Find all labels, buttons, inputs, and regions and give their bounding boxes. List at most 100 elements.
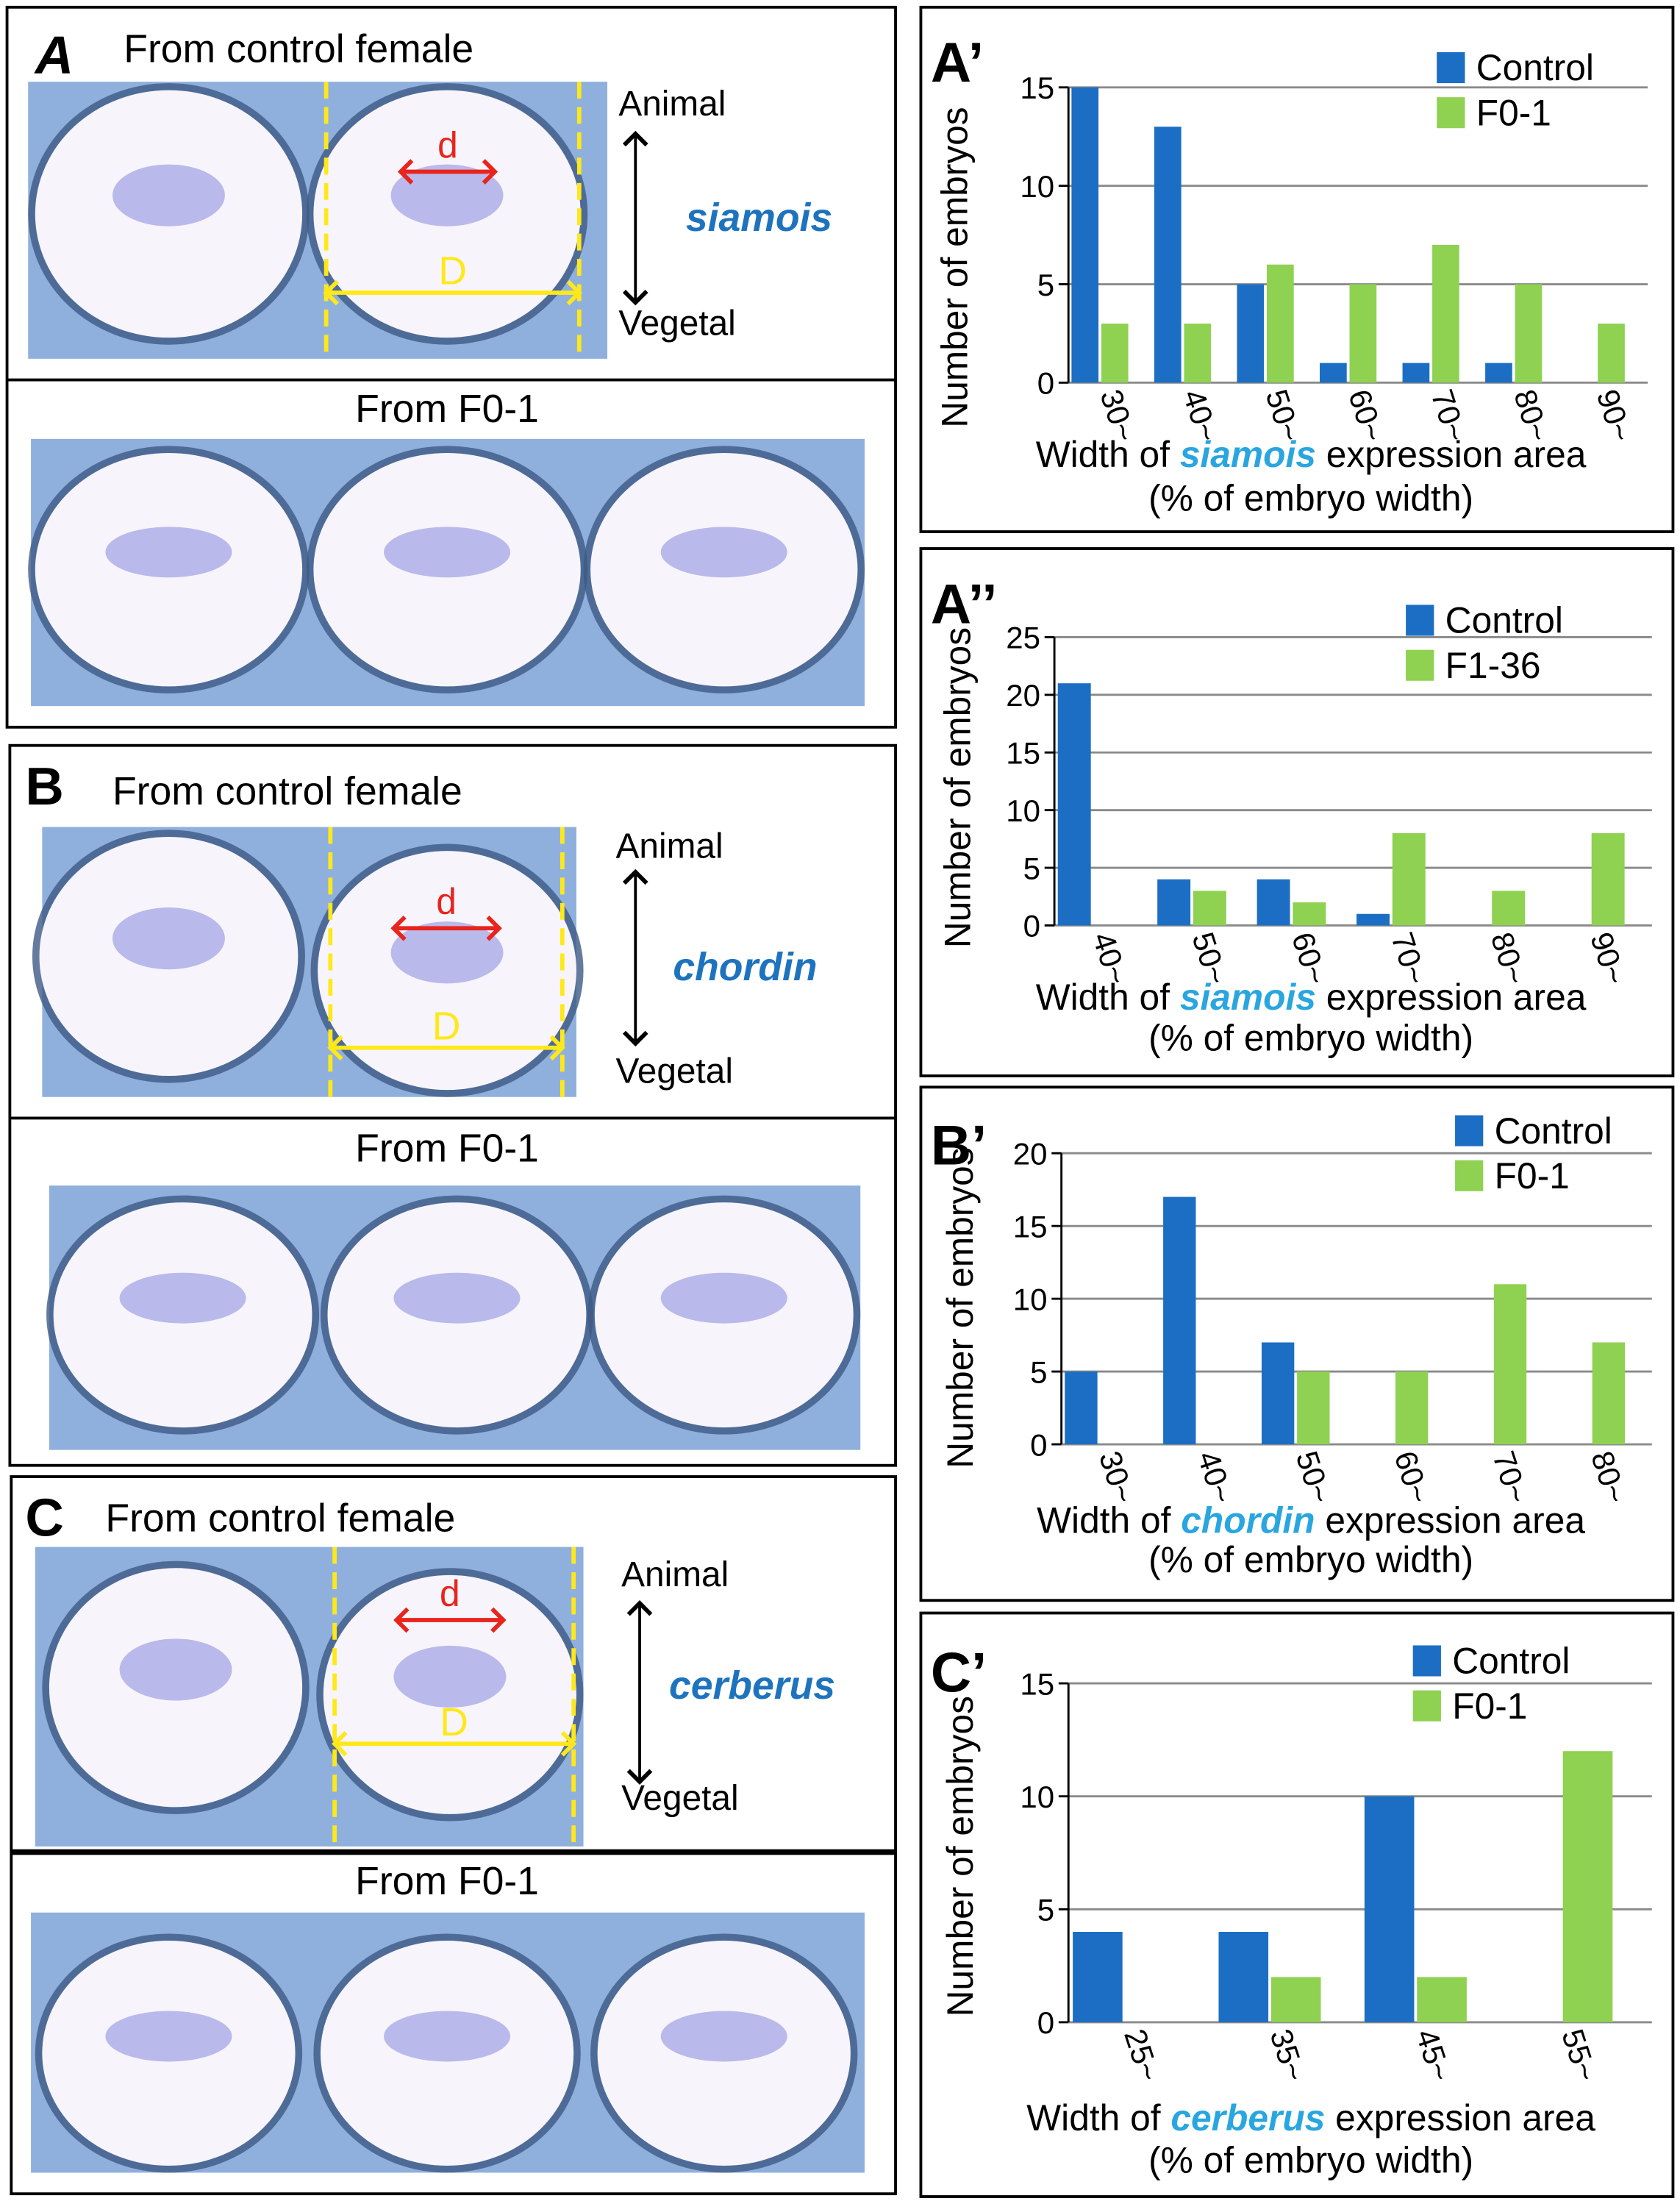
arrow-head xyxy=(486,915,502,941)
x-axis-title-part: siamois xyxy=(1180,434,1316,475)
legend-label: F1-36 xyxy=(1445,645,1541,686)
x-axis-title-part: expression area xyxy=(1316,977,1587,1018)
x-axis-title-part: siamois xyxy=(1180,977,1316,1018)
vegetal-label: Vegetal xyxy=(616,1052,733,1091)
arrow-head xyxy=(393,1607,410,1633)
bar xyxy=(1349,284,1377,383)
x-tick-label: 50~ xyxy=(1290,1447,1339,1508)
gene-label: siamois xyxy=(686,196,832,240)
y-tick-label: 5 xyxy=(1037,268,1054,302)
y-tick-label: 10 xyxy=(1013,1282,1048,1316)
chart-frame xyxy=(919,1085,1675,1602)
x-axis-title-part: Width of xyxy=(1036,977,1180,1018)
vegetal-label: Vegetal xyxy=(621,1779,738,1818)
y-axis-title: Number of embryos xyxy=(940,1147,981,1468)
stain xyxy=(390,164,504,226)
embryo xyxy=(53,1202,312,1428)
legend-label: Control xyxy=(1495,1110,1612,1152)
legend-label: Control xyxy=(1445,600,1563,641)
chart-label: C’ xyxy=(931,1642,987,1705)
y-tick-label: 0 xyxy=(1030,1427,1047,1462)
y-tick-label: 5 xyxy=(1023,851,1040,885)
x-tick-label: 40~ xyxy=(1191,1447,1240,1508)
y-axis-title: Number of embryos xyxy=(937,627,978,948)
arrow-head xyxy=(622,130,648,147)
x-tick-label: 90~ xyxy=(1590,385,1640,446)
bar xyxy=(1364,1796,1415,2022)
bar xyxy=(1562,1751,1613,2022)
bar xyxy=(1598,324,1625,383)
chart-label: B’ xyxy=(931,1115,987,1177)
stain xyxy=(660,1272,787,1324)
stain xyxy=(105,527,232,578)
arrow-head xyxy=(390,915,407,941)
embryo xyxy=(35,90,303,338)
bar xyxy=(1266,264,1294,383)
x-tick-label: 30~ xyxy=(1093,1447,1142,1508)
y-tick-label: 0 xyxy=(1023,909,1040,943)
legend-label: Control xyxy=(1452,1641,1570,1682)
embryo xyxy=(594,1202,854,1428)
y-tick-label: 15 xyxy=(1006,736,1040,771)
legend-swatch xyxy=(1437,97,1465,129)
y-tick-label: 20 xyxy=(1013,1137,1048,1171)
y-tick-label: 0 xyxy=(1037,2005,1054,2040)
vegetal-label: Vegetal xyxy=(618,304,735,343)
bar xyxy=(1492,891,1526,926)
chart-frame xyxy=(919,547,1675,1077)
animal-label: Animal xyxy=(621,1555,729,1594)
panel-title: From F0-1 xyxy=(355,388,539,431)
bar xyxy=(1101,324,1129,383)
y-axis-title: Number of embryos xyxy=(934,107,976,427)
bar xyxy=(1297,1371,1330,1445)
d-label: d xyxy=(440,1573,460,1614)
embryo xyxy=(313,90,581,338)
x-tick-label: 55~ xyxy=(1555,2025,1604,2085)
arrow-head xyxy=(327,1035,343,1061)
legend-swatch xyxy=(1455,1115,1484,1146)
x-axis-title-part: expression area xyxy=(1325,2097,1595,2138)
panel-title: From control female xyxy=(124,27,473,71)
D-label: D xyxy=(438,250,467,293)
stain xyxy=(660,2011,787,2062)
panel-title: From F0-1 xyxy=(355,1127,539,1171)
x-axis-title-part: Width of xyxy=(1037,1499,1181,1541)
stain xyxy=(660,527,787,578)
bar xyxy=(1193,891,1226,926)
y-tick-label: 10 xyxy=(1006,793,1040,828)
embryo xyxy=(39,836,299,1077)
x-axis-subtitle: (% of embryo width) xyxy=(1148,477,1473,518)
embryo xyxy=(597,1941,851,2166)
legend-swatch xyxy=(1412,1690,1441,1722)
bar xyxy=(1184,324,1212,383)
x-tick-label: 80~ xyxy=(1584,1447,1634,1508)
stain xyxy=(119,1272,246,1324)
stain xyxy=(384,2011,511,2062)
chart-label: A’’ xyxy=(931,573,998,635)
panel-frame xyxy=(10,1852,897,2196)
x-axis-title-part: cerberus xyxy=(1170,2097,1325,2138)
gene-label: chordin xyxy=(673,946,817,989)
bar xyxy=(1493,1284,1527,1445)
arrow-head xyxy=(622,868,648,885)
bar xyxy=(1293,902,1326,926)
panel-title: From control female xyxy=(105,1497,455,1541)
panel-title: From F0-1 xyxy=(355,1860,539,1903)
x-tick-label: 60~ xyxy=(1388,1447,1437,1508)
x-axis-title: Width of siamois expression area xyxy=(1036,434,1587,475)
bar xyxy=(1320,363,1347,383)
y-tick-label: 0 xyxy=(1037,366,1054,401)
legend-label: Control xyxy=(1476,47,1594,88)
arrow-head xyxy=(622,290,648,306)
arrow-head xyxy=(626,1600,653,1616)
panel-letter: B xyxy=(25,757,63,816)
arrow-head xyxy=(626,1769,653,1785)
legend-swatch xyxy=(1406,604,1434,636)
legend-label: F0-1 xyxy=(1452,1685,1527,1727)
x-tick-label: 90~ xyxy=(1584,928,1633,988)
chart-label: A’ xyxy=(931,32,984,94)
panel-title: From control female xyxy=(112,770,462,813)
bar xyxy=(1485,363,1512,383)
